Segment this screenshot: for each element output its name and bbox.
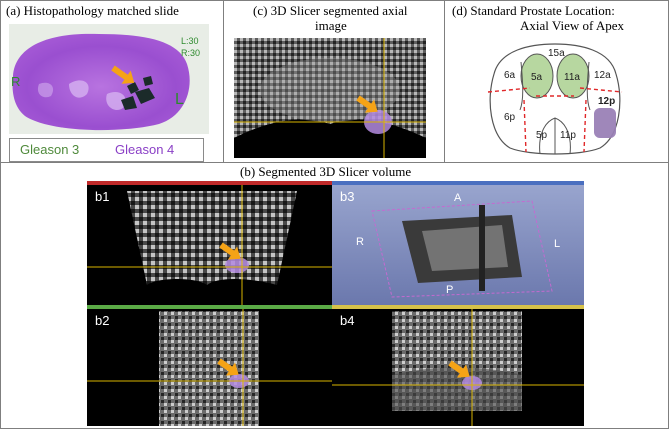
axial-segmented-image: [234, 38, 426, 158]
zone-label-12a: 12a: [594, 70, 611, 81]
legend-gleason-4: Gleason 4: [115, 142, 175, 157]
zone-label-11p: 11p: [560, 130, 576, 141]
arrow-icon: [219, 242, 241, 260]
prostate-zone-diagram: 15a 5a 11a 6a 12a 6p 5p 11p 12p: [487, 43, 623, 155]
arrow-icon: [111, 65, 135, 84]
zone-11a: [556, 53, 590, 99]
orient-r: R: [356, 236, 364, 248]
zone-label-11a: 11a: [564, 72, 580, 83]
slide-note-2: R:30: [181, 48, 200, 58]
zone-label-6p: 6p: [504, 112, 516, 123]
slide-text-r: R: [11, 74, 20, 89]
panel-c-caption-line1: (c) 3D Slicer segmented axial: [253, 3, 408, 18]
gleason-legend: Gleason 3 Gleason 4: [9, 138, 204, 162]
zone-label-5a: 5a: [531, 72, 543, 83]
zone-label-12p: 12p: [598, 96, 615, 107]
panel-d-caption-line1: (d) Standard Prostate Location:: [452, 3, 615, 18]
slicer-view-b4: [332, 305, 584, 426]
label-b3: b3: [340, 189, 355, 204]
slicer-view-b2: [87, 305, 332, 426]
label-b4: b4: [340, 313, 355, 328]
slide-note-1: L:30: [181, 36, 199, 46]
arrow-icon: [356, 95, 378, 113]
zone-label-5p: 5p: [536, 130, 548, 141]
label-b2: b2: [95, 313, 110, 328]
arrow-icon: [448, 360, 470, 378]
orient-a: A: [454, 192, 462, 204]
panel-b-caption: (b) Segmented 3D Slicer volume: [240, 164, 412, 179]
slicer-view-b3: A R L P: [332, 181, 584, 305]
histopathology-slide: R L L:30 R:30: [9, 24, 209, 134]
panel-d-caption-line2: Axial View of Apex: [520, 18, 625, 33]
label-b1: b1: [95, 189, 110, 204]
panel-a-caption: (a) Histopathology matched slide: [6, 3, 179, 18]
panel-c-caption-line2: image: [315, 18, 347, 33]
orient-p: P: [446, 284, 453, 296]
orient-l: L: [554, 238, 560, 250]
zone-label-6a: 6a: [504, 70, 516, 81]
legend-gleason-3: Gleason 3: [20, 142, 80, 157]
slicer-view-b1: [87, 181, 332, 305]
zone-label-15a: 15a: [548, 48, 565, 59]
arrow-icon: [217, 358, 239, 376]
zone-5a: [520, 53, 554, 99]
slide-text-l: L: [175, 91, 184, 108]
